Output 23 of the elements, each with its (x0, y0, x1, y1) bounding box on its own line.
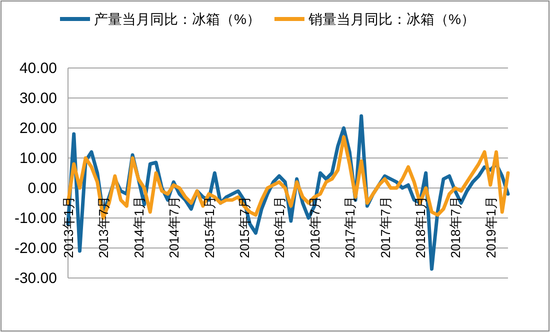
y-tick-label: 10.00 (19, 150, 57, 167)
x-tick-label: 2018年1月 (413, 196, 428, 258)
x-tick-label: 2018年7月 (448, 196, 464, 258)
legend-label: 销量当月同比：冰箱（%） (307, 11, 475, 27)
y-tick-label: 0.00 (28, 180, 57, 197)
x-tick-label: 2017年1月 (342, 196, 358, 258)
y-tick-label: -30.00 (14, 270, 57, 287)
x-tick-label: 2019年1月 (483, 196, 498, 258)
y-tick-label: 20.00 (19, 120, 57, 137)
x-tick-label: 2013年1月 (61, 196, 76, 258)
x-tick-label: 2015年1月 (202, 196, 217, 258)
x-tick-label: 2016年7月 (307, 196, 322, 258)
y-tick-label: -20.00 (14, 240, 57, 257)
y-tick-label: -10.00 (14, 210, 57, 227)
y-tick-label: 30.00 (19, 90, 57, 107)
y-tick-label: 40.00 (19, 60, 57, 77)
x-tick-label: 2015年7月 (237, 196, 252, 258)
legend-label: 产量当月同比：冰箱（%） (94, 11, 260, 27)
x-tick-label: 2016年1月 (272, 196, 288, 258)
x-tick-label: 2013年7月 (96, 196, 112, 258)
x-tick-label: 2014年7月 (166, 196, 182, 258)
x-tick-label: 2017年7月 (378, 196, 393, 258)
x-tick-label: 2014年1月 (131, 196, 146, 258)
